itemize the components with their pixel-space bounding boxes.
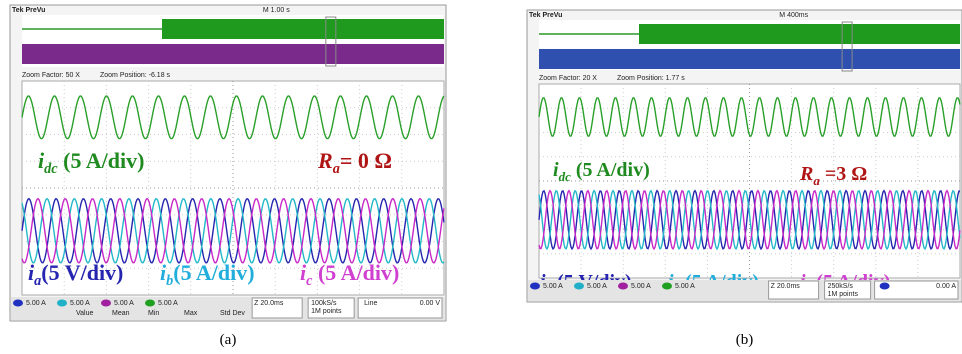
stat-label: Mean (112, 310, 130, 317)
waveform-label: ic (5 A/div) (300, 260, 399, 289)
sample-rate: 100kS/s (311, 300, 337, 307)
label-subscript: b (166, 273, 173, 289)
sample-rate: 250kS/s (828, 283, 854, 290)
figure: Tek PreVu M 1.00 s Zoom Factor: 50 X Zoom P… (0, 0, 962, 354)
waveform-label: Ra= 0 Ω (317, 148, 392, 177)
channel-scale: 5.00 A (70, 300, 90, 307)
label-text: (5 A/div) (58, 148, 145, 173)
trigger-level: 0.00 A (936, 283, 956, 290)
label-text: = 0 Ω (340, 148, 392, 173)
overview-phases (22, 44, 444, 64)
channel-badge (57, 300, 67, 307)
label-text: (5 V/div) (41, 260, 123, 285)
label-subscript: dc (44, 161, 58, 177)
channel-scale: 5.00 A (543, 283, 563, 290)
channel-scale: 5.00 A (675, 283, 695, 290)
channel-scale: 5.00 A (587, 283, 607, 290)
caption: (b) (736, 332, 754, 348)
channel-badge (530, 283, 540, 290)
stat-label: Max (184, 310, 198, 317)
record-length: 1M points (311, 308, 342, 315)
scope-panel: Tek PreVu M 1.00 s Zoom Factor: 50 X Zoom P… (10, 5, 446, 348)
zoom-factor: Zoom Factor: 20 X (539, 75, 597, 82)
label-text: (5 A/div) (312, 260, 399, 285)
label-symbol: R (317, 148, 333, 173)
label-text: (5 A/div) (571, 159, 650, 181)
brand: Tek PreVu (12, 7, 45, 14)
waveform-label: Ra =3 Ω (799, 163, 867, 188)
zoom-time: Z 20.0ms (771, 283, 801, 290)
label-subscript: a (333, 161, 340, 177)
trigger-level: 0.00 V (420, 300, 441, 307)
channel-scale: 5.00 A (631, 283, 651, 290)
channel-badge (145, 300, 155, 307)
channel-badge (101, 300, 111, 307)
record-length: 1M points (828, 291, 859, 298)
brand: Tek PreVu (529, 12, 562, 19)
channel-scale: 5.00 A (158, 300, 178, 307)
zoom-factor: Zoom Factor: 50 X (22, 72, 80, 79)
zoom-time: Z 20.0ms (254, 300, 284, 307)
label-symbol: R (799, 163, 813, 185)
overview-idc (162, 19, 444, 39)
channel-scale: 5.00 A (114, 300, 134, 307)
stat-label: Value (76, 310, 93, 317)
channel-scale: 5.00 A (26, 300, 46, 307)
label-subscript: dc (559, 169, 572, 184)
overview-phases (539, 49, 960, 69)
label-text: (5 A/div) (173, 260, 254, 285)
overview-idc (639, 24, 960, 44)
channel-badge (662, 283, 672, 290)
channel-badge (13, 300, 23, 307)
zoom-position: Zoom Position: 1.77 s (617, 75, 685, 82)
stat-label: Min (148, 310, 159, 317)
trigger-source: Line (364, 300, 377, 307)
caption: (a) (220, 332, 237, 348)
waveform-label: ib(5 A/div) (160, 260, 255, 289)
label-text: =3 Ω (820, 163, 867, 185)
zoom-position: Zoom Position: -6.18 s (100, 72, 171, 79)
timebase: M 1.00 s (263, 7, 290, 14)
channel-badge (618, 283, 628, 290)
label-subscript: a (34, 273, 41, 289)
timebase: M 400ms (779, 12, 808, 19)
channel-badge (574, 283, 584, 290)
trigger-badge (880, 283, 890, 290)
waveform-label: ia(5 V/div) (28, 260, 123, 289)
stat-label: Std Dev (220, 310, 245, 317)
scope-panel: Tek PreVu M 400ms Zoom Factor: 20 X Zoom Po… (527, 10, 962, 348)
